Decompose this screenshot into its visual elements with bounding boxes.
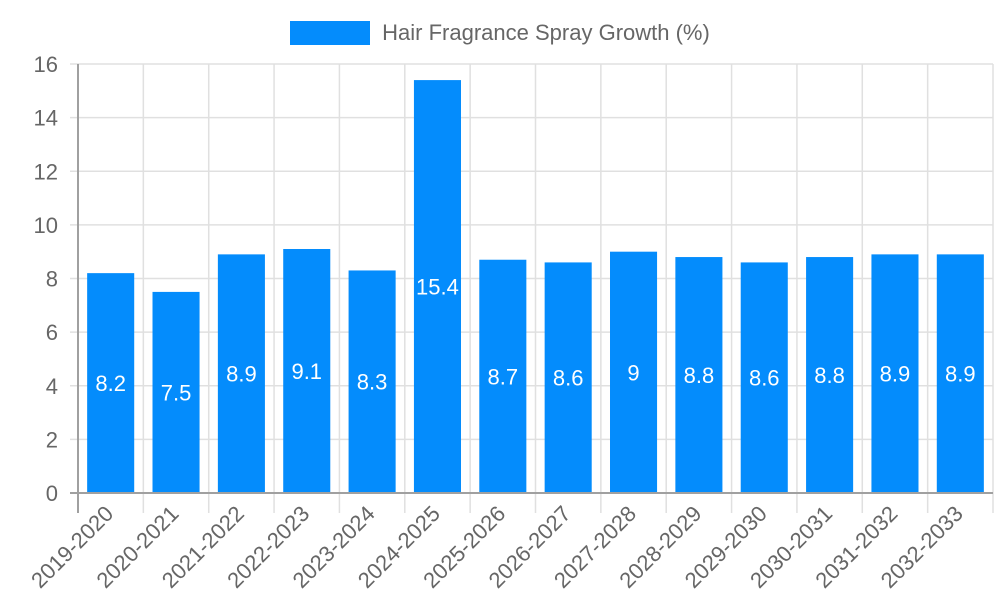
y-tick-label: 12	[34, 159, 58, 184]
data-label: 8.6	[553, 366, 584, 391]
data-label: 8.9	[226, 362, 257, 387]
bar[interactable]	[871, 254, 919, 493]
data-labels: 8.2 7.5 8.9 9.1 8.3 15.4 8.7 8.6 9 8.8 8.6 8.8 8.9 8.…	[95, 275, 975, 406]
bar[interactable]	[806, 257, 854, 493]
legend-label: Hair Fragrance Spray Growth (%)	[382, 20, 710, 45]
y-tick-label: 14	[34, 106, 58, 131]
x-axis-ticks: 2019-20202020-20212021-20222022-20232023…	[26, 501, 968, 593]
bar[interactable]	[283, 249, 331, 493]
data-label: 8.6	[749, 366, 780, 391]
chart-grid	[70, 63, 994, 513]
bar[interactable]	[217, 254, 265, 493]
bar[interactable]	[610, 251, 658, 493]
bar[interactable]	[479, 259, 527, 493]
bar[interactable]	[936, 254, 984, 493]
data-label: 9.1	[291, 359, 322, 384]
bar[interactable]	[544, 262, 592, 493]
y-tick-label: 16	[34, 52, 58, 77]
data-label: 8.7	[488, 364, 519, 389]
legend-swatch[interactable]	[290, 21, 371, 45]
y-tick-label: 6	[46, 320, 58, 345]
bar[interactable]	[675, 257, 723, 493]
bar[interactable]	[413, 80, 461, 494]
chart-legend: Hair Fragrance Spray Growth (%)	[0, 18, 1000, 48]
chart-axes	[70, 64, 993, 513]
chart-bars	[87, 80, 984, 494]
y-tick-label: 10	[34, 213, 58, 238]
data-label: 8.2	[95, 371, 126, 396]
data-label: 8.8	[684, 363, 715, 388]
data-label: 8.8	[814, 363, 845, 388]
data-label: 15.4	[416, 275, 459, 300]
y-tick-label: 4	[46, 374, 58, 399]
data-label: 8.3	[357, 370, 388, 395]
y-tick-label: 8	[46, 267, 58, 292]
data-label: 8.9	[945, 362, 976, 387]
bar[interactable]	[87, 273, 135, 493]
data-label: 9	[627, 360, 639, 385]
bar[interactable]	[740, 262, 788, 493]
bar[interactable]	[348, 270, 396, 493]
data-label: 8.9	[880, 362, 911, 387]
y-tick-label: 0	[46, 481, 58, 506]
y-axis-ticks: 0 2 4 6 8 10 12 14 16	[34, 52, 58, 506]
bar[interactable]	[152, 291, 200, 493]
y-tick-label: 2	[46, 427, 58, 452]
data-label: 7.5	[161, 380, 192, 405]
